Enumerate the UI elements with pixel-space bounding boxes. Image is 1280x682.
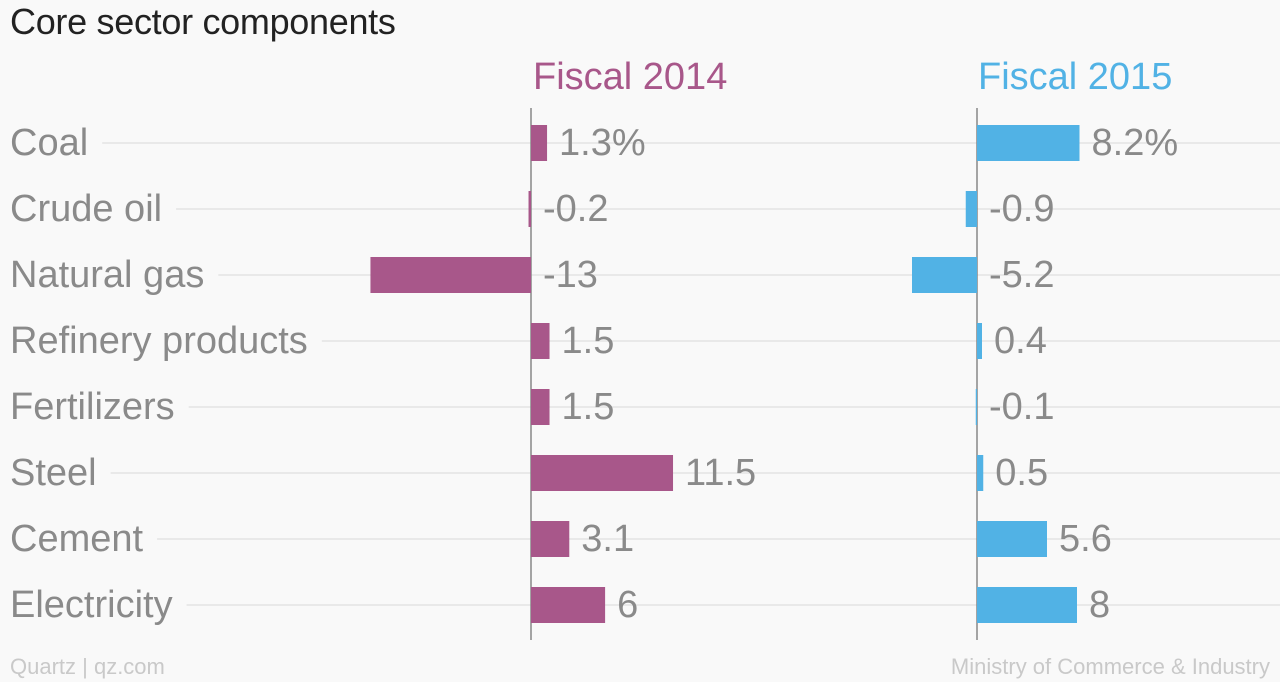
bar [531,323,550,359]
data-label: -5.2 [989,254,1054,296]
bar [531,389,550,425]
bar [528,191,531,227]
data-label: 1.5 [562,386,615,428]
data-label: 0.4 [994,320,1047,362]
bar [965,191,977,227]
bar [531,521,570,557]
data-label: 8 [1089,584,1110,626]
bar [975,389,977,425]
bar [531,125,548,161]
data-label: 0.5 [995,452,1048,494]
data-label: 5.6 [1059,518,1112,560]
bar [977,521,1047,557]
data-label: 3.1 [581,518,634,560]
bar [912,257,977,293]
category-label: Fertilizers [10,386,175,428]
category-label: Natural gas [10,254,204,296]
data-label: 11.5 [685,452,756,494]
bar [977,323,982,359]
category-label: Coal [10,122,88,164]
category-label: Crude oil [10,188,162,230]
data-label: -0.1 [989,386,1054,428]
footer-data-source: Ministry of Commerce & Industry [950,654,1270,679]
category-label: Electricity [10,584,173,626]
footer-source-credit: Quartz | qz.com [10,654,165,679]
category-label: Cement [10,518,143,560]
data-label: 8.2% [1092,122,1179,164]
bar [977,125,1080,161]
category-label: Refinery products [10,320,308,362]
category-label: Steel [10,452,97,494]
bar [531,455,674,491]
series-header: Fiscal 2014 [533,56,727,98]
bar [531,587,606,623]
bar [977,587,1077,623]
bar [977,455,984,491]
data-label: -0.9 [989,188,1054,230]
data-label: 1.5 [562,320,615,362]
series-header: Fiscal 2015 [978,56,1172,98]
chart-title: Core sector components [10,1,396,42]
bar [370,257,531,293]
data-label: 6 [617,584,638,626]
data-label: -0.2 [543,188,608,230]
data-label: -13 [543,254,598,296]
data-label: 1.3% [559,122,646,164]
